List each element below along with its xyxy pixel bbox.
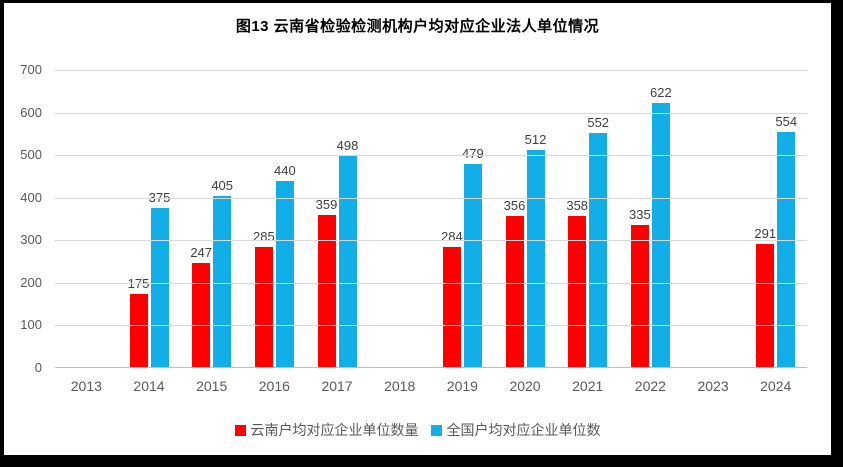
x-axis-tick-label: 2020	[509, 378, 541, 394]
bar-yunnan: 284	[441, 230, 463, 368]
bar-value-label: 285	[252, 228, 275, 244]
gridline	[55, 155, 807, 157]
bar-value-label: 359	[315, 197, 338, 213]
bar-national: 405	[211, 178, 233, 368]
bar-yunnan: 358	[566, 198, 588, 368]
bar-yunnan: 175	[128, 276, 149, 368]
gridline	[55, 325, 807, 327]
category-column: 359 498	[306, 70, 369, 368]
bar-national: 375	[149, 191, 170, 368]
bar-national: 552	[587, 116, 609, 368]
gridline	[55, 197, 807, 199]
x-axis-tick-label: 2022	[634, 378, 666, 394]
x-axis-tick-label: 2018	[384, 378, 416, 394]
bar-value-label: 356	[503, 198, 526, 214]
y-axis-tick-label: 200	[20, 274, 42, 290]
legend: 云南户均对应企业单位数量 全国户均对应企业单位数	[4, 420, 831, 440]
y-axis-tick-label: 100	[20, 317, 42, 333]
bar-yunnan: 356	[504, 199, 525, 368]
chart-title: 图13 云南省检验检测机构户均对应企业法人单位情况	[235, 18, 600, 35]
category-column	[368, 70, 431, 368]
y-axis-tick-label: 700	[20, 62, 42, 77]
category-column: 285 440	[243, 70, 306, 368]
bar-national: 512	[525, 133, 546, 368]
x-axis: 2013 2014 2015 2016 2017 2018 2019 2020 2021 2022…	[55, 377, 807, 395]
gridline	[55, 282, 807, 284]
x-axis-tick-label: 2017	[321, 378, 353, 394]
category-column	[55, 70, 118, 368]
bar-yunnan: 247	[190, 245, 212, 368]
bar-value-label: 552	[587, 115, 610, 131]
bar-national: 554	[775, 115, 797, 368]
gridline	[55, 112, 807, 114]
bar-value-label: 291	[754, 226, 777, 242]
bar-value-label: 512	[524, 132, 547, 148]
legend-item-yunnan: 云南户均对应企业单位数量	[234, 420, 419, 440]
x-axis-tick-label: 2013	[70, 378, 102, 394]
y-axis-tick-label: 500	[20, 147, 42, 163]
bar-yunnan: 285	[253, 229, 275, 368]
bar-value-label: 405	[211, 177, 234, 193]
bar-value-label: 335	[629, 207, 651, 223]
bar-value-label: 247	[190, 244, 213, 260]
bar-national: 498	[337, 139, 358, 368]
bar-yunnan: 359	[316, 198, 337, 368]
y-axis-tick-label: 400	[20, 189, 42, 205]
x-axis-tick-label: 2024	[760, 378, 792, 394]
legend-item-national: 全国户均对应企业单位数	[430, 420, 601, 440]
x-axis-tick-label: 2023	[697, 378, 729, 394]
category-column: 175 375	[118, 70, 181, 368]
y-axis-tick-label: 0	[34, 360, 42, 375]
category-column	[682, 70, 745, 368]
x-axis-tick-label: 2019	[446, 378, 478, 394]
category-column: 356 512	[494, 70, 557, 368]
x-axis-tick-label: 2021	[572, 378, 604, 394]
category-column: 247 405	[180, 70, 243, 368]
bar-yunnan: 291	[754, 227, 776, 368]
bar-value-label: 498	[336, 138, 359, 153]
bar-national: 440	[274, 163, 296, 368]
category-column: 358 552	[556, 70, 619, 368]
legend-swatch-national	[430, 424, 442, 436]
plot-area: 175 375 247 405 285 440 359 498 284 479 356 512 358 5…	[55, 70, 807, 368]
x-axis-tick-label: 2014	[133, 378, 165, 394]
x-axis-line	[55, 367, 807, 368]
bar-national: 622	[650, 86, 672, 368]
y-axis: 0 100 200 300 400 500 600 700	[4, 62, 48, 375]
bar-yunnan: 335	[629, 208, 651, 368]
bar-value-label: 358	[566, 197, 589, 213]
gridline	[55, 70, 807, 71]
bar-value-label: 554	[775, 114, 798, 130]
y-axis-tick-label: 300	[20, 232, 42, 248]
bar-value-label: 479	[462, 146, 484, 162]
legend-swatch-yunnan	[234, 424, 246, 436]
y-axis-tick-label: 600	[20, 104, 42, 120]
legend-label: 全国户均对应企业单位数	[446, 422, 601, 438]
x-axis-tick-label: 2016	[258, 378, 290, 394]
bar-national: 479	[462, 147, 484, 368]
category-column: 291 554	[744, 70, 807, 368]
category-column: 335 622	[619, 70, 682, 368]
gridline	[55, 240, 807, 242]
category-column: 284 479	[431, 70, 494, 368]
bar-value-label: 440	[273, 162, 296, 178]
x-axis-tick-label: 2015	[196, 378, 228, 394]
legend-label: 云南户均对应企业单位数量	[250, 422, 419, 438]
bars-container: 175 375 247 405 285 440 359 498 284 479 356 512 358 5…	[55, 70, 807, 368]
bar-value-label: 284	[441, 229, 463, 245]
bar-value-label: 622	[650, 85, 672, 101]
